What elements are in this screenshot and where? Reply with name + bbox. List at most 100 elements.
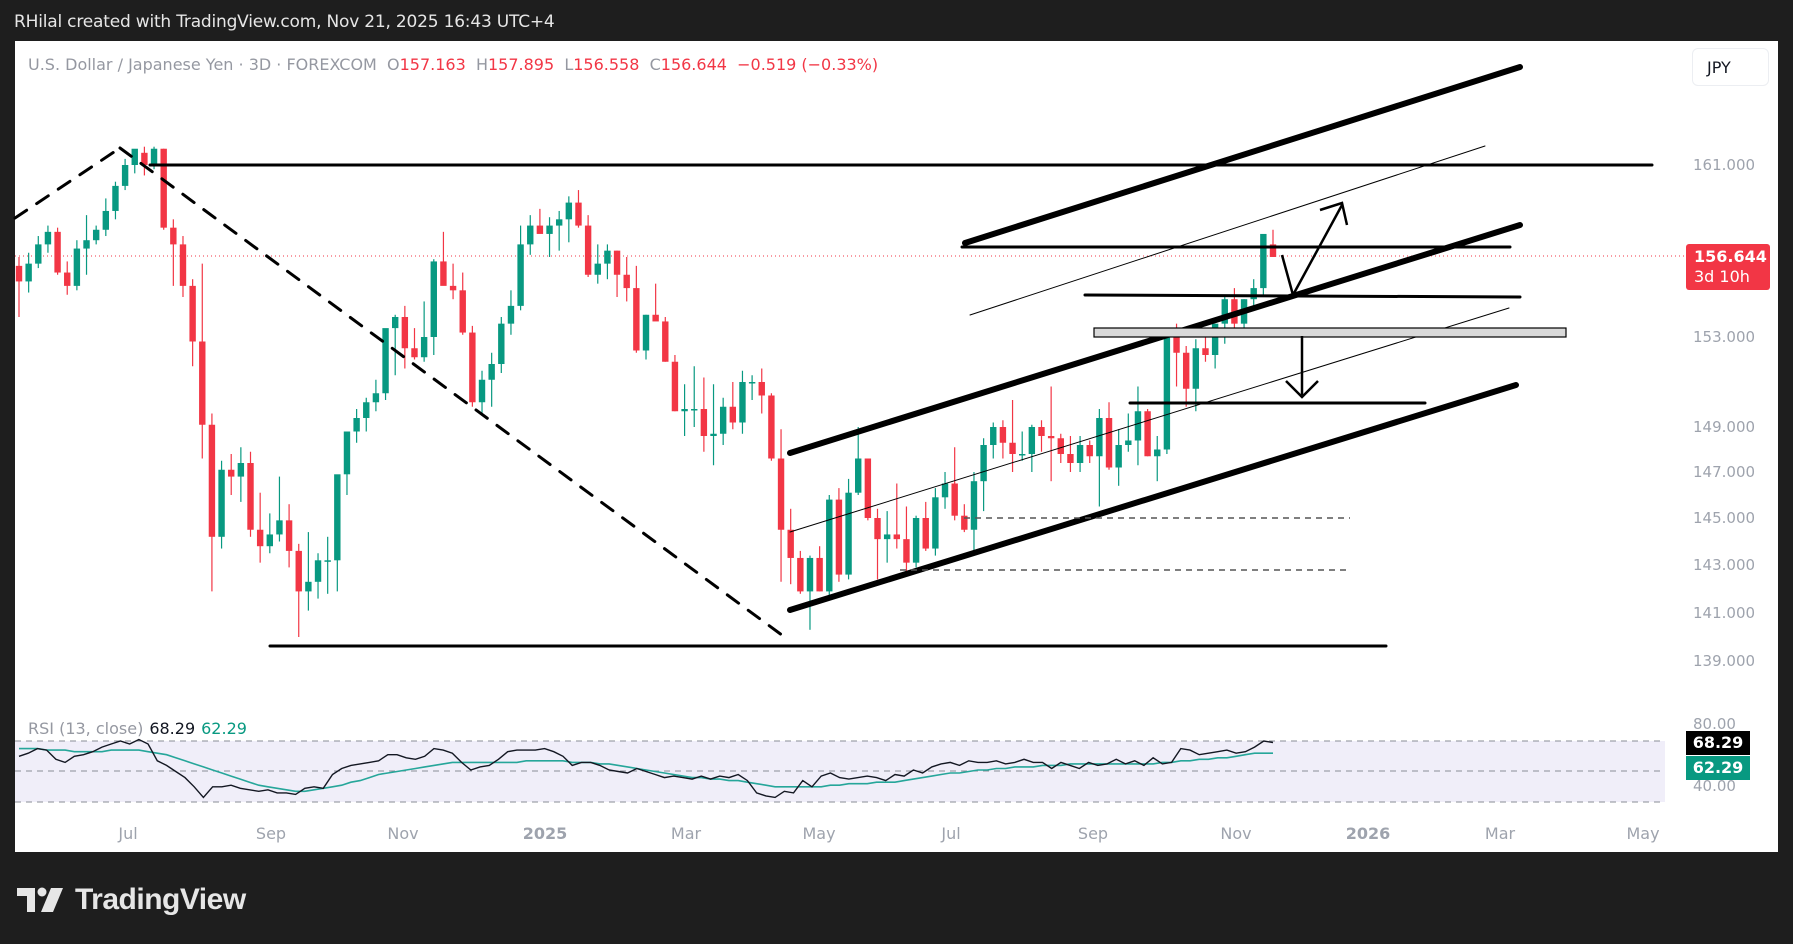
candle-body bbox=[671, 361, 679, 412]
rsi-axis-40: 40.00 bbox=[1693, 777, 1736, 795]
rsi-axis-80: 80.00 bbox=[1693, 715, 1736, 733]
candle-body bbox=[237, 463, 245, 477]
rsi-value: 68.29 bbox=[149, 719, 196, 738]
candle-body bbox=[941, 483, 949, 498]
candle-body bbox=[15, 265, 23, 282]
candle-body bbox=[44, 231, 52, 245]
candle-body bbox=[1115, 445, 1122, 468]
candle-body bbox=[353, 418, 360, 432]
candle-body bbox=[623, 274, 630, 289]
candle-body bbox=[517, 244, 524, 306]
candle-body bbox=[420, 337, 428, 358]
candle-body bbox=[1047, 436, 1055, 439]
candle-body bbox=[208, 424, 216, 537]
candle-body bbox=[806, 557, 814, 592]
candle-body bbox=[228, 469, 235, 477]
chart-credit: RHilal created with TradingView.com, Nov… bbox=[14, 12, 555, 32]
candle-body bbox=[990, 427, 997, 445]
channel-upper-inner bbox=[787, 222, 1523, 456]
symbol-title: U.S. Dollar / Japanese Yen · 3D · FOREXC… bbox=[28, 55, 377, 74]
candle-body bbox=[1076, 445, 1084, 463]
rsi-ma-value: 62.29 bbox=[201, 719, 247, 738]
candle-body bbox=[392, 316, 399, 329]
price-axis-label: 149.000 bbox=[1693, 418, 1756, 436]
arrow-down-head bbox=[1285, 380, 1319, 399]
time-axis-label: May bbox=[802, 824, 836, 843]
currency-button[interactable]: JPY bbox=[1692, 48, 1769, 86]
last-price: 156.644 bbox=[1694, 247, 1767, 266]
candle-body bbox=[845, 492, 852, 575]
candle-body bbox=[189, 285, 196, 342]
candle-body bbox=[121, 165, 129, 186]
candle-body bbox=[170, 227, 177, 245]
chart-panel[interactable] bbox=[15, 41, 1778, 852]
candle-body bbox=[700, 409, 708, 436]
candle-body bbox=[729, 406, 737, 423]
candle-body bbox=[382, 328, 389, 394]
candle-body bbox=[951, 483, 958, 516]
candle-body bbox=[874, 518, 881, 540]
candle-body bbox=[787, 529, 794, 558]
candle-body bbox=[1105, 418, 1113, 468]
candle-body bbox=[1009, 442, 1016, 454]
candle-body bbox=[73, 248, 81, 286]
price-axis-label: 145.000 bbox=[1693, 509, 1756, 527]
candle-body bbox=[527, 225, 534, 245]
candle-body bbox=[1182, 352, 1190, 389]
price-axis-label: 153.000 bbox=[1693, 328, 1756, 346]
candle-body bbox=[92, 229, 100, 241]
candle-body bbox=[864, 458, 872, 518]
candle-body bbox=[855, 458, 862, 493]
candle-body bbox=[584, 225, 592, 275]
candle-body bbox=[54, 231, 61, 273]
bar-countdown: 3d 10h bbox=[1694, 267, 1750, 286]
candle-body bbox=[565, 202, 573, 220]
candle-body bbox=[25, 263, 32, 282]
channel-top bbox=[962, 64, 1523, 246]
candle-body bbox=[1221, 299, 1228, 324]
candle-body bbox=[478, 379, 486, 403]
rsi-value-tag: 68.29 bbox=[1686, 731, 1750, 755]
candle-body bbox=[1125, 440, 1132, 445]
candle-body bbox=[64, 272, 71, 286]
candle-body bbox=[83, 240, 90, 249]
last-price-tag: 156.644 3d 10h bbox=[1686, 244, 1770, 290]
candle-body bbox=[633, 288, 640, 351]
candle-body bbox=[826, 499, 833, 592]
candle-body bbox=[1260, 233, 1267, 289]
candle-body bbox=[112, 185, 119, 211]
price-axis-label: 143.000 bbox=[1693, 556, 1756, 574]
channel-mid-upper bbox=[969, 145, 1486, 316]
candle-body bbox=[710, 433, 717, 436]
candle-body bbox=[285, 520, 293, 551]
candle-body bbox=[1202, 348, 1209, 355]
rsi-label: RSI (13, close) bbox=[28, 719, 144, 738]
candle-body bbox=[575, 202, 582, 226]
candle-body bbox=[1134, 411, 1142, 441]
dashed-trendline-up bbox=[13, 146, 122, 220]
close-value: 156.644 bbox=[660, 55, 727, 74]
candle-body bbox=[102, 210, 110, 230]
candle-body bbox=[1028, 427, 1036, 454]
candle-body bbox=[1038, 427, 1045, 436]
rsi-line bbox=[18, 738, 1274, 799]
candle-body bbox=[179, 244, 187, 286]
candle-body bbox=[247, 463, 254, 530]
candle-body bbox=[555, 219, 563, 226]
candle-body bbox=[314, 560, 322, 582]
candle-body bbox=[932, 497, 939, 549]
candles bbox=[15, 146, 1277, 637]
time-axis-label: Mar bbox=[670, 824, 702, 843]
candle-body bbox=[160, 148, 167, 228]
tradingview-logo: TradingView bbox=[17, 883, 246, 917]
dashed-trendline-down bbox=[118, 146, 792, 643]
time-axis-label: 2025 bbox=[522, 824, 568, 843]
candle-body bbox=[449, 285, 457, 291]
candle-body bbox=[1086, 445, 1093, 457]
candle-body bbox=[295, 550, 302, 592]
candle-body bbox=[748, 382, 756, 384]
rsi-legend: RSI (13, close) 68.29 62.29 bbox=[28, 719, 247, 738]
candle-body bbox=[652, 314, 659, 322]
candle-body bbox=[835, 499, 843, 575]
